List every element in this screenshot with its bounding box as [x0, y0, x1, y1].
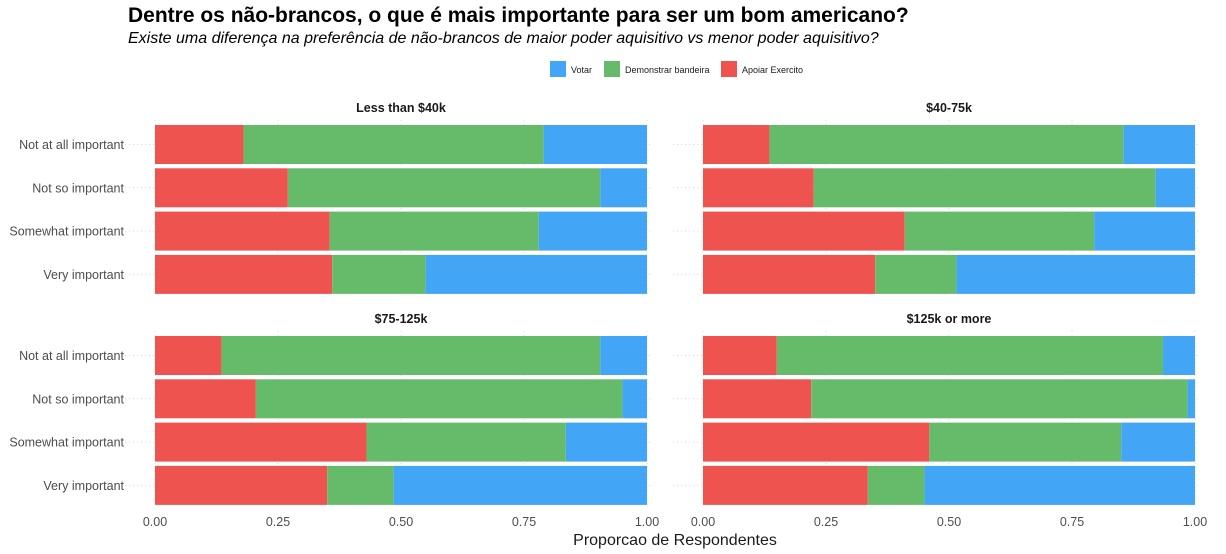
bar-votar-somewhat-important	[1094, 211, 1195, 251]
bar-apoiar-exercito-somewhat-important	[703, 422, 930, 462]
chart-subtitle: Existe uma diferença na preferência de n…	[128, 30, 879, 47]
chart-title: Dentre os não-brancos, o que é mais impo…	[128, 4, 909, 27]
bar-demonstrar-bandeira-not-at-all-important	[776, 336, 1164, 375]
y-tick-label: Not at all important	[19, 138, 124, 152]
bar-votar-not-so-important	[622, 379, 647, 419]
bar-demonstrar-bandeira-not-so-important	[811, 379, 1188, 419]
bar-demonstrar-bandeira-not-at-all-important	[221, 336, 601, 375]
panel-title: Less than $40k	[356, 101, 446, 115]
legend-label-demonstrar-bandeira: Demonstrar bandeira	[625, 65, 710, 75]
bar-votar-not-so-important	[1187, 379, 1195, 419]
bar-votar-not-so-important	[600, 168, 647, 208]
bar-demonstrar-bandeira-not-so-important	[287, 168, 601, 208]
bar-votar-somewhat-important	[538, 211, 647, 251]
y-tick-label: Very important	[43, 479, 124, 493]
legend-key-demonstrar-bandeira	[604, 61, 620, 77]
legend-label-apoiar-exercito: Apoiar Exercito	[742, 65, 803, 75]
legend-key-apoiar-exercito	[721, 61, 737, 77]
bar-apoiar-exercito-somewhat-important	[155, 422, 367, 462]
bar-apoiar-exercito-not-so-important	[703, 379, 812, 419]
bar-apoiar-exercito-very-important	[703, 465, 868, 505]
bar-demonstrar-bandeira-very-important	[332, 254, 426, 294]
bar-apoiar-exercito-somewhat-important	[155, 211, 330, 251]
bar-demonstrar-bandeira-somewhat-important	[329, 211, 539, 251]
bar-votar-not-at-all-important	[1123, 125, 1195, 164]
y-tick-label: Somewhat important	[9, 225, 124, 239]
x-tick-label: 0.50	[937, 515, 961, 529]
panel-title: $75-125k	[375, 312, 428, 326]
bar-apoiar-exercito-not-at-all-important	[703, 336, 777, 375]
y-tick-label: Not so important	[32, 181, 124, 195]
panel-title: $40-75k	[926, 101, 972, 115]
bar-votar-very-important	[956, 254, 1195, 294]
bar-apoiar-exercito-not-at-all-important	[155, 336, 222, 375]
bar-demonstrar-bandeira-very-important	[875, 254, 957, 294]
bar-demonstrar-bandeira-somewhat-important	[366, 422, 566, 462]
panel-less-than-40k: Less than $40k Not at all important Not so…	[9, 101, 653, 296]
bar-demonstrar-bandeira-somewhat-important	[904, 211, 1095, 251]
y-tick-label: Somewhat important	[9, 436, 124, 450]
bar-votar-somewhat-important	[1121, 422, 1195, 462]
bar-votar-very-important	[393, 465, 647, 505]
bar-apoiar-exercito-very-important	[155, 465, 328, 505]
x-tick-label: 0.00	[691, 515, 715, 529]
bar-apoiar-exercito-not-so-important	[155, 168, 288, 208]
legend-key-votar	[550, 61, 566, 77]
bar-apoiar-exercito-very-important	[703, 254, 876, 294]
x-tick-label: 0.75	[1060, 515, 1084, 529]
bar-demonstrar-bandeira-not-at-all-important	[243, 125, 544, 164]
x-tick-label: 0.00	[143, 515, 167, 529]
bar-votar-somewhat-important	[565, 422, 647, 462]
bar-votar-not-at-all-important	[600, 336, 647, 375]
bar-demonstrar-bandeira-not-so-important	[255, 379, 623, 419]
bar-apoiar-exercito-not-so-important	[155, 379, 256, 419]
x-tick-label: 0.75	[512, 515, 536, 529]
bar-demonstrar-bandeira-not-at-all-important	[769, 125, 1124, 164]
x-tick-label: 1.00	[635, 515, 659, 529]
x-tick-label: 0.50	[389, 515, 413, 529]
bar-apoiar-exercito-not-at-all-important	[703, 125, 770, 164]
y-tick-label: Not at all important	[19, 349, 124, 363]
bar-demonstrar-bandeira-not-so-important	[813, 168, 1156, 208]
bar-apoiar-exercito-not-so-important	[703, 168, 814, 208]
panel-125k-or-more: $125k or more 0.00 0.25 0.50 0.75 1.00	[673, 312, 1207, 529]
y-tick-label: Not so important	[32, 392, 124, 406]
x-axis-title: Proporcao de Respondentes	[573, 532, 777, 549]
legend-label-votar: Votar	[571, 65, 592, 75]
bar-demonstrar-bandeira-somewhat-important	[929, 422, 1122, 462]
bar-votar-very-important	[924, 465, 1195, 505]
panel-title: $125k or more	[907, 312, 992, 326]
x-tick-label: 0.25	[266, 515, 290, 529]
panel-40-75k: $40-75k	[673, 101, 1201, 296]
x-tick-label: 1.00	[1183, 515, 1207, 529]
y-tick-label: Very important	[43, 268, 124, 282]
x-tick-label: 0.25	[814, 515, 838, 529]
bar-demonstrar-bandeira-very-important	[867, 465, 925, 505]
bar-apoiar-exercito-somewhat-important	[703, 211, 905, 251]
bar-apoiar-exercito-very-important	[155, 254, 333, 294]
bar-votar-not-at-all-important	[543, 125, 647, 164]
panel-75-125k: $75-125k Not at all important Not so impor…	[9, 312, 659, 529]
bar-demonstrar-bandeira-very-important	[327, 465, 394, 505]
bar-apoiar-exercito-not-at-all-important	[155, 125, 244, 164]
bar-votar-not-so-important	[1155, 168, 1195, 208]
bar-votar-very-important	[425, 254, 647, 294]
bar-votar-not-at-all-important	[1163, 336, 1195, 375]
